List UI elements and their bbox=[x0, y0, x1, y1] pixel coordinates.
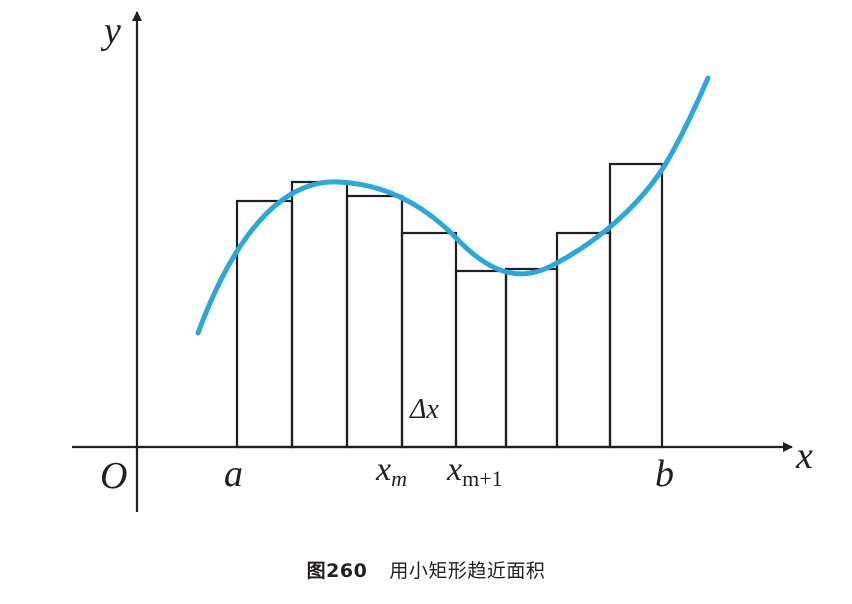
y-axis-label: y bbox=[100, 10, 121, 52]
figure-caption: 图260 用小矩形趋近面积 bbox=[0, 556, 852, 583]
rectangle-8 bbox=[608, 162, 664, 449]
label-delta-x: Δx bbox=[409, 394, 439, 425]
figure-number: 图260 bbox=[306, 560, 368, 582]
rectangle-2 bbox=[290, 180, 349, 449]
approximating-rectangles bbox=[235, 162, 664, 449]
rectangle-3 bbox=[345, 194, 404, 449]
label-b: b bbox=[655, 453, 674, 495]
rectangle-6 bbox=[504, 267, 559, 449]
rectangle-5 bbox=[454, 269, 508, 449]
x-axis-label: x bbox=[795, 435, 813, 477]
function-curve bbox=[195, 75, 711, 336]
rectangle-7 bbox=[555, 231, 612, 449]
origin-label: O bbox=[100, 455, 127, 497]
label-a: a bbox=[224, 453, 243, 495]
label-x-m: xm bbox=[375, 451, 407, 491]
figure-title: 用小矩形趋近面积 bbox=[389, 560, 546, 582]
label-x-m-plus-1: xm+1 bbox=[446, 451, 503, 491]
